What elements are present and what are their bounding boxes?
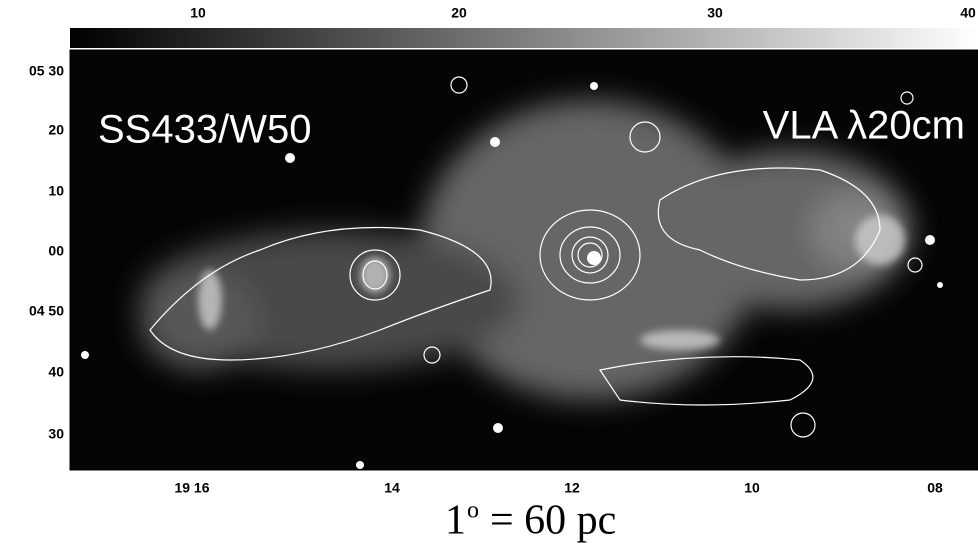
colorbar-tick: 30	[707, 5, 723, 21]
x-tick-label: 08	[927, 480, 943, 496]
colorbar	[70, 28, 978, 48]
object-label: SS433/W50	[98, 108, 311, 152]
colorbar-tick: 10	[190, 5, 206, 21]
colorbar-tick: 40	[960, 5, 976, 21]
y-tick-label: 04 50	[29, 303, 64, 319]
scale-number: 1	[445, 498, 466, 544]
y-tick-label: 20	[48, 122, 64, 138]
x-tick-label: 14	[384, 480, 400, 496]
figure: 10 20 30 40	[0, 0, 978, 553]
y-tick-label: 10	[48, 183, 64, 199]
x-tick-label: 12	[564, 480, 580, 496]
x-tick-label: 19 16	[174, 480, 209, 496]
scale-text: = 60 pc	[490, 498, 616, 544]
y-tick-label: 40	[48, 364, 64, 380]
x-tick-label: 10	[744, 480, 760, 496]
y-tick-label: 05 30	[29, 63, 64, 79]
scale-degree: o	[467, 498, 479, 524]
y-tick-label: 30	[48, 426, 64, 442]
colorbar-tick: 20	[451, 5, 467, 21]
instrument-label: VLA λ20cm	[763, 104, 965, 148]
y-tick-label: 00	[48, 243, 64, 259]
